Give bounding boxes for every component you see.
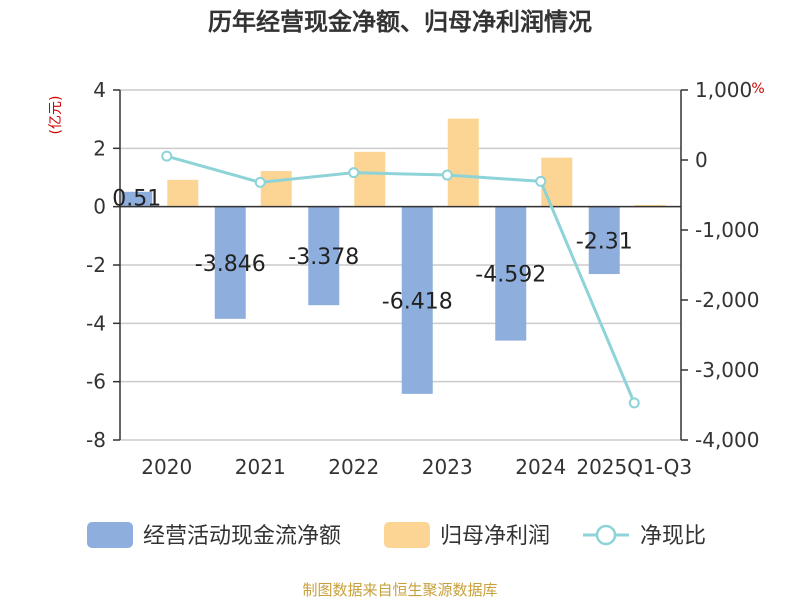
right-axis-tick-label: 1,000 [695, 78, 752, 102]
ratio-line [166, 154, 636, 404]
legend-label-ratio: 净现比 [640, 524, 706, 549]
profit-bar [260, 171, 292, 207]
left-axis-tick-label: -6 [86, 370, 106, 394]
cashflow-bar [308, 206, 340, 306]
x-axis-tick-label: 2021 [235, 455, 286, 479]
cashflow-data-label: -4.592 [475, 263, 546, 288]
x-axis-tick-label: 2020 [141, 455, 192, 479]
legend-swatch-profit [384, 522, 430, 548]
profit-bar [634, 204, 666, 207]
cashflow-data-label: -3.846 [195, 252, 266, 277]
cashflow-bar [401, 206, 433, 394]
right-axis-tick-label: -1,000 [695, 218, 759, 242]
cashflow-bar [121, 191, 153, 207]
cashflow-data-label: -3.378 [288, 245, 359, 270]
left-axis-unit: (亿元) [48, 96, 64, 135]
legend-marker-ratio [595, 524, 617, 546]
profit-bar [354, 151, 386, 207]
left-axis-tick-label: 2 [93, 136, 106, 160]
source-note: 制图数据来自恒生聚源数据库 [302, 581, 497, 599]
legend-label-profit: 归母净利润 [440, 524, 550, 549]
chart-title: 历年经营现金净额、归母净利润情况 [208, 8, 592, 36]
ratio-point [161, 150, 173, 162]
ratio-point [628, 397, 640, 409]
cashflow-bar [588, 206, 620, 275]
left-axis-tick-label: 4 [93, 78, 106, 102]
legend-swatch-cashflow [87, 522, 133, 548]
cashflow-bar [214, 206, 246, 319]
x-axis-tick-label: 2024 [515, 455, 566, 479]
left-axis-tick-label: -4 [86, 311, 106, 335]
left-axis-tick-label: 0 [93, 195, 106, 219]
cashflow-data-label: 0.51 [112, 187, 161, 212]
cashflow-data-label: -6.418 [382, 289, 453, 314]
right-axis-tick-label: -3,000 [695, 358, 759, 382]
cashflow-data-label: -2.31 [576, 229, 633, 254]
right-axis-tick-label: 0 [695, 148, 708, 172]
ratio-point [441, 169, 453, 181]
x-axis-tick-label: 2023 [422, 455, 473, 479]
profit-bar [167, 179, 199, 207]
legend-label-cashflow: 经营活动现金流净额 [143, 524, 341, 549]
x-axis-tick-label: 2025Q1-Q3 [576, 455, 692, 479]
profit-bar [447, 118, 479, 207]
cashflow-bar [495, 206, 527, 341]
left-axis-tick-label: -2 [86, 253, 106, 277]
right-axis-tick-label: -2,000 [695, 288, 759, 312]
ratio-point [254, 176, 266, 188]
left-axis-tick-label: -8 [86, 428, 106, 452]
right-axis-unit: % [751, 81, 764, 97]
right-axis-tick-label: -4,000 [695, 428, 759, 452]
x-axis-tick-label: 2022 [328, 455, 379, 479]
ratio-point [535, 175, 547, 187]
ratio-point [348, 167, 360, 179]
